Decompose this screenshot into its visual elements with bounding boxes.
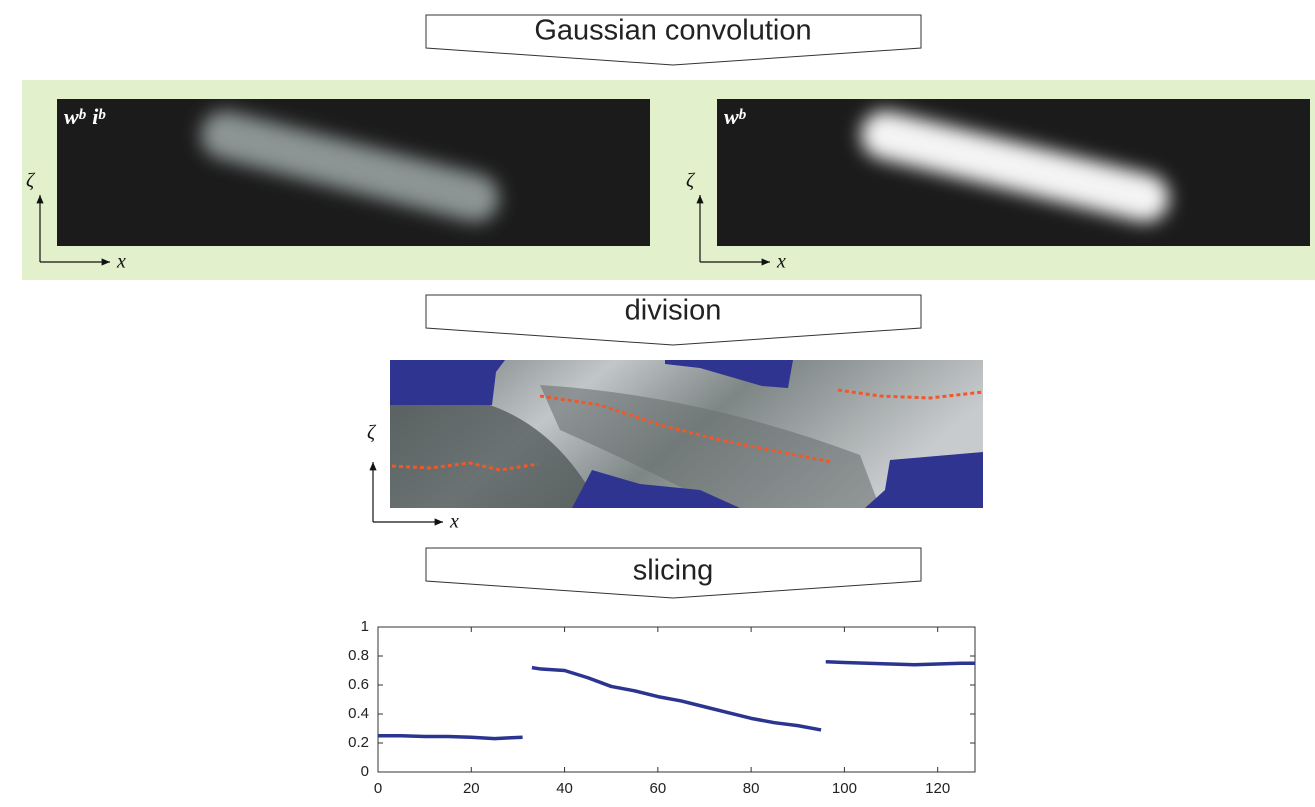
step-label: slicing bbox=[633, 555, 714, 587]
axis-arrows bbox=[36, 195, 770, 526]
label-base: i bbox=[92, 104, 99, 129]
label-sup: b bbox=[79, 107, 87, 123]
axis-label: ζ bbox=[686, 170, 696, 192]
step-label: Gaussian convolution bbox=[534, 15, 811, 47]
y-tick-label: 0.4 bbox=[348, 705, 369, 722]
label-base: w bbox=[64, 104, 79, 129]
step-banner bbox=[425, 547, 922, 599]
axis-label: x bbox=[449, 511, 459, 533]
label-sup: b bbox=[739, 107, 747, 123]
step-banner bbox=[425, 14, 922, 66]
y-tick-label: 0.8 bbox=[348, 647, 369, 664]
axis-label: ζ bbox=[26, 170, 36, 192]
image-convolved-weight bbox=[717, 99, 1310, 246]
x-tick-label: 80 bbox=[743, 780, 760, 797]
axis-label: x bbox=[116, 251, 126, 273]
axis-label: x bbox=[776, 251, 786, 273]
axis-label: ζ bbox=[367, 422, 377, 444]
y-tick-label: 1 bbox=[361, 618, 369, 635]
line-series bbox=[378, 660, 975, 741]
x-tick-label: 20 bbox=[463, 780, 480, 797]
label-sup: b bbox=[98, 107, 106, 123]
y-tick-label: 0.2 bbox=[348, 734, 369, 751]
x-tick-label: 40 bbox=[556, 780, 573, 797]
image-convolved-product bbox=[57, 99, 650, 246]
panel-label: wb ib bbox=[64, 104, 106, 129]
panel-label: wb bbox=[724, 104, 747, 129]
x-tick-label: 60 bbox=[650, 780, 667, 797]
step-label: division bbox=[625, 295, 722, 327]
step-banner bbox=[425, 294, 922, 346]
x-tick-label: 100 bbox=[832, 780, 857, 797]
label-base: w bbox=[724, 104, 739, 129]
y-tick-label: 0.6 bbox=[348, 676, 369, 693]
x-tick-label: 120 bbox=[925, 780, 950, 797]
image-division bbox=[390, 360, 984, 508]
x-tick-label: 0 bbox=[374, 780, 382, 797]
y-tick-label: 0 bbox=[361, 763, 369, 780]
